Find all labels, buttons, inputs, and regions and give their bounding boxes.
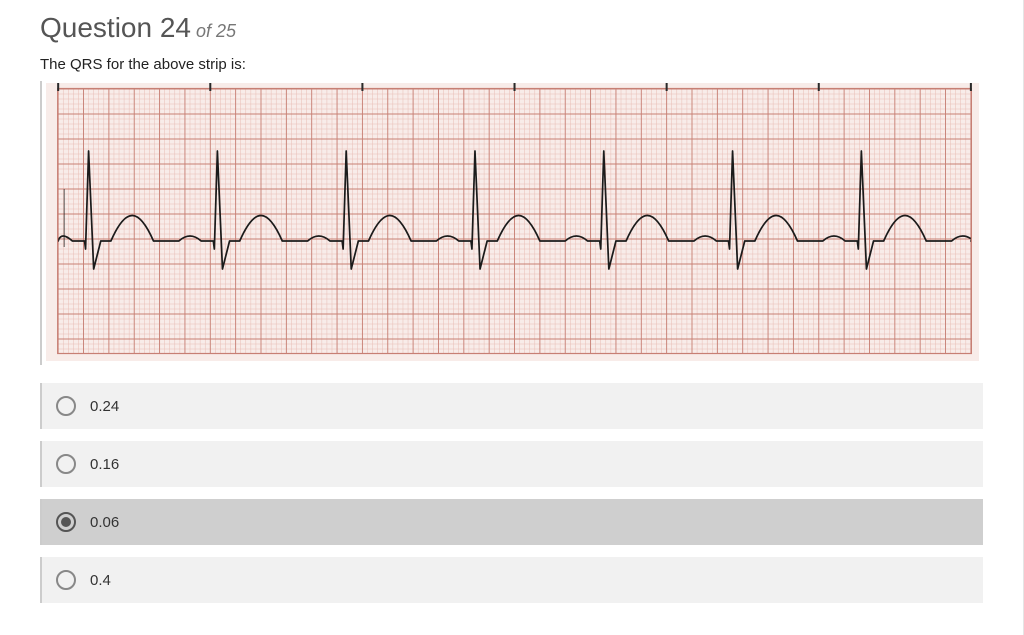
answer-option-label: 0.4 — [90, 572, 111, 589]
answer-option[interactable]: 0.4 — [40, 557, 983, 603]
quiz-page: Question 24 of 25 The QRS for the above … — [0, 0, 1024, 635]
radio-dot-icon — [61, 517, 71, 527]
answer-option-label: 0.16 — [90, 456, 119, 473]
question-title: Question 24 of 25 — [40, 12, 983, 44]
answer-option-label: 0.06 — [90, 514, 119, 531]
question-prompt: The QRS for the above strip is: — [20, 52, 1003, 81]
answer-option-label: 0.24 — [90, 398, 119, 415]
question-number: 24 — [160, 12, 191, 43]
answer-option[interactable]: 0.24 — [40, 383, 983, 429]
question-header: Question 24 of 25 — [20, 0, 1003, 52]
radio-icon[interactable] — [56, 512, 76, 532]
ecg-image-container — [40, 81, 983, 365]
radio-icon[interactable] — [56, 570, 76, 590]
question-title-prefix: Question — [40, 12, 160, 43]
radio-icon[interactable] — [56, 396, 76, 416]
ecg-strip — [46, 83, 979, 361]
answer-options: 0.24 0.16 0.06 0.4 — [40, 383, 983, 603]
radio-icon[interactable] — [56, 454, 76, 474]
answer-option[interactable]: 0.06 — [40, 499, 983, 545]
question-of-label: of — [191, 21, 216, 41]
answer-option[interactable]: 0.16 — [40, 441, 983, 487]
question-total: 25 — [216, 21, 236, 41]
